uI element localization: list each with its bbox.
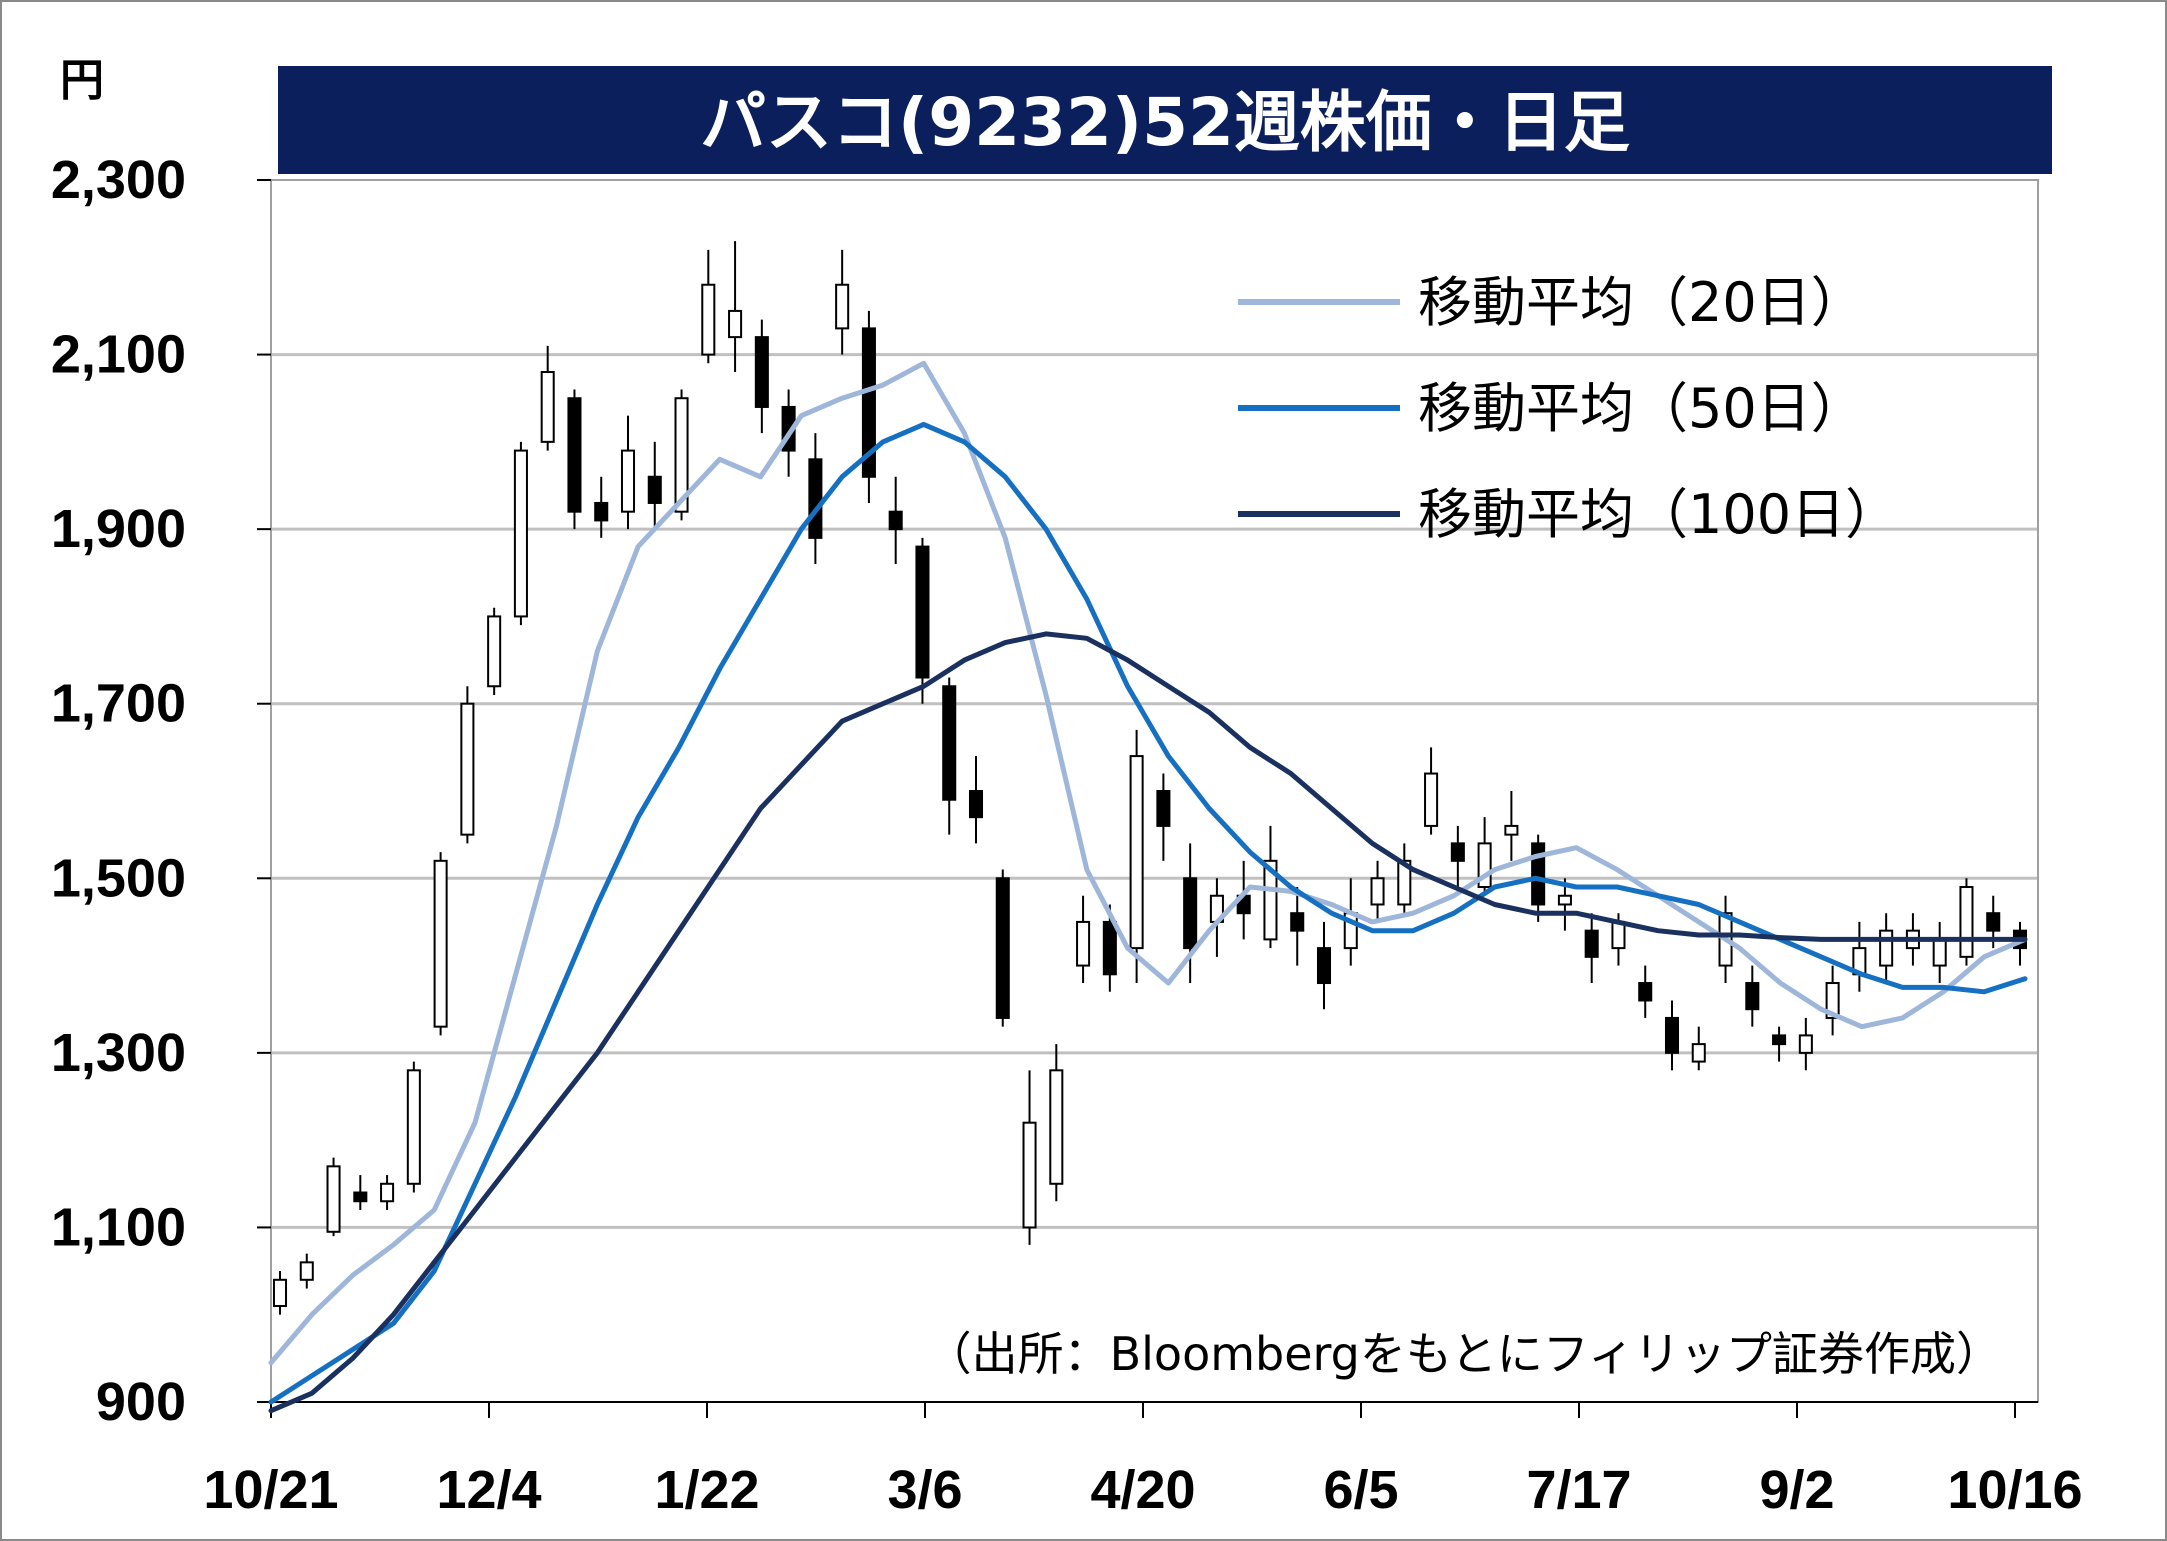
candle-body — [353, 1191, 368, 1203]
candle-body — [1504, 824, 1519, 836]
y-tick-label: 1,500 — [51, 848, 186, 908]
candle-body — [460, 702, 475, 836]
candle-body — [406, 1069, 421, 1185]
candle-body — [433, 859, 448, 1028]
y-tick-label: 1,300 — [51, 1023, 186, 1083]
candle-body — [1049, 1069, 1064, 1185]
candle-body — [1263, 859, 1278, 941]
candle-body — [1129, 755, 1144, 950]
candlesticks — [272, 241, 2028, 1315]
candle-body — [380, 1182, 395, 1203]
title-bar — [278, 66, 2052, 174]
candle-body — [701, 283, 716, 356]
candle-body — [1424, 772, 1439, 827]
candle-body — [861, 327, 876, 478]
candle-body — [1397, 859, 1412, 906]
candle-body — [754, 336, 769, 408]
y-tick-label: 2,100 — [51, 325, 186, 385]
candle-body — [594, 501, 609, 522]
candle-body — [1691, 1043, 1706, 1063]
candle-body — [647, 475, 662, 504]
candle-body — [995, 877, 1010, 1019]
candle-body — [1450, 842, 1465, 862]
ma20-line — [268, 360, 2028, 1366]
x-tick-label: 3/6 — [887, 1460, 962, 1520]
x-axis: 10/21 12/4 1/22 3/6 4/20 6/5 7/17 9/2 10/16 — [203, 1401, 2083, 1520]
candle-body — [540, 371, 555, 443]
candle-body — [1102, 920, 1117, 976]
candle-body — [968, 790, 984, 819]
legend: 移動平均（20日） 移動平均（50日） 移動平均（100日） — [1238, 271, 1899, 546]
y-axis: 2,300 2,100 1,900 1,700 1,500 1,300 1,100 900 — [51, 150, 271, 1432]
moving-average-lines — [268, 360, 2028, 1414]
candle-body — [728, 309, 743, 339]
ma50-line — [268, 421, 2028, 1405]
legend-label-ma50: 移動平均（50日） — [1418, 377, 1865, 440]
candle-body — [1664, 1016, 1680, 1054]
candle-body — [1879, 929, 1894, 967]
candle-body — [1745, 982, 1760, 1011]
candle-body — [1959, 886, 1974, 958]
ma100-line — [268, 631, 2028, 1414]
candle-body — [1370, 877, 1385, 906]
candle-body — [1076, 920, 1091, 967]
x-tick-label: 7/17 — [1526, 1460, 1631, 1520]
candle-body — [1022, 1121, 1037, 1229]
x-tick-label: 4/20 — [1090, 1460, 1195, 1520]
candle-body — [1611, 920, 1626, 950]
grid-lines — [271, 353, 2038, 1229]
candle-body — [1986, 912, 2001, 932]
candle-body — [1638, 982, 1653, 1002]
candle-body — [942, 685, 957, 801]
candle-body — [326, 1165, 341, 1233]
candle-body — [1825, 982, 1840, 1019]
x-tick-label: 10/21 — [203, 1460, 338, 1520]
legend-label-ma100: 移動平均（100日） — [1418, 483, 1899, 546]
candle-body — [1798, 1034, 1813, 1054]
x-tick-label: 6/5 — [1323, 1460, 1398, 1520]
y-tick-label: 1,900 — [51, 499, 186, 559]
candle-body — [1557, 894, 1572, 906]
candle-body — [620, 449, 636, 513]
candle-body — [915, 545, 930, 679]
x-tick-label: 12/4 — [436, 1460, 541, 1520]
candle-body — [1156, 790, 1171, 827]
y-tick-label: 2,300 — [51, 150, 186, 210]
candle-body — [272, 1278, 288, 1307]
candle-body — [1932, 938, 1947, 967]
y-unit-label: 円 — [60, 55, 104, 106]
x-tick-label: 9/2 — [1759, 1460, 1834, 1520]
candle-body — [835, 283, 850, 330]
chart-title: パスコ(9232)52週株価・日足 — [700, 84, 1630, 161]
candle-body — [513, 449, 528, 618]
legend-label-ma20: 移動平均（20日） — [1418, 271, 1865, 334]
candle-body — [1584, 929, 1599, 958]
candle-body — [1772, 1034, 1787, 1046]
source-note: （出所：Bloombergをもとにフィリップ証券作成） — [926, 1327, 2002, 1381]
candle-body — [567, 397, 582, 513]
candle-body — [674, 397, 689, 513]
candle-body — [299, 1261, 314, 1281]
y-tick-label: 900 — [96, 1372, 186, 1432]
candle-body — [1290, 912, 1305, 932]
candle-body — [1316, 947, 1332, 985]
x-tick-label: 1/22 — [654, 1460, 759, 1520]
candle-body — [1183, 877, 1198, 950]
candle-body — [808, 458, 823, 539]
candle-body — [888, 510, 903, 531]
y-tick-label: 1,100 — [51, 1197, 186, 1257]
y-tick-label: 1,700 — [51, 674, 186, 734]
candle-body — [487, 615, 502, 688]
x-tick-label: 10/16 — [1947, 1460, 2082, 1520]
